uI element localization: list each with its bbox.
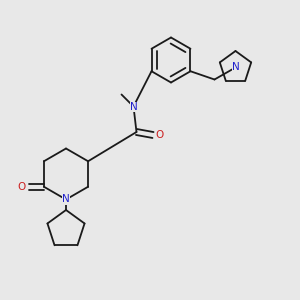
Text: O: O [155,130,164,140]
Text: N: N [232,62,239,73]
Text: O: O [18,182,26,192]
Text: N: N [130,101,137,112]
Text: N: N [62,194,70,205]
